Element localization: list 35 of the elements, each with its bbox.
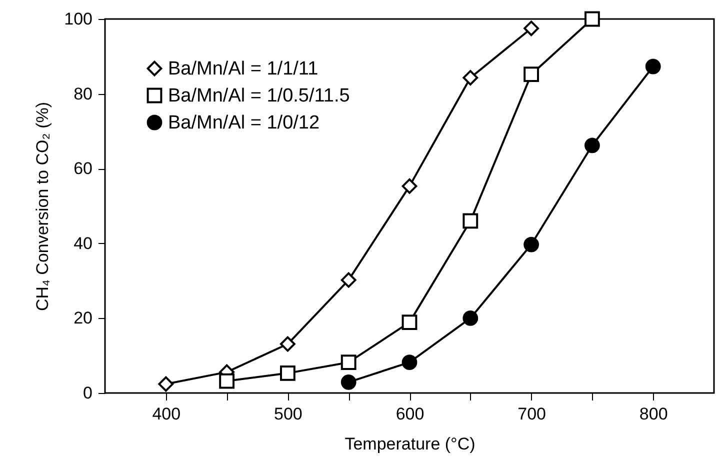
- x-tick-label: 700: [518, 404, 546, 424]
- y-tick-label: 80: [74, 84, 92, 104]
- y-axis-title: CH₄ Conversion to CO₂ (%): [33, 102, 52, 312]
- point: [402, 314, 418, 330]
- point: [158, 376, 174, 392]
- point: [402, 354, 418, 370]
- point: [584, 11, 600, 27]
- point: [462, 310, 478, 326]
- point: [219, 373, 235, 389]
- legend-label: Ba/Mn/Al = 1/0/12: [168, 112, 320, 134]
- point: [280, 336, 296, 352]
- point: [524, 20, 540, 36]
- point: [584, 138, 600, 154]
- point: [340, 374, 356, 390]
- point: [280, 365, 296, 381]
- point: [645, 58, 661, 74]
- point: [462, 213, 478, 229]
- point: [340, 272, 356, 288]
- y-tick-label: 20: [74, 308, 92, 328]
- x-tick-label: 600: [396, 404, 424, 424]
- y-tick-label: 100: [64, 10, 92, 28]
- point: [340, 354, 356, 370]
- legend-label: Ba/Mn/Al = 1/1/11: [168, 58, 318, 80]
- x-tick-label: 500: [274, 404, 302, 424]
- point: [524, 66, 540, 82]
- x-tick-label: 400: [152, 404, 181, 424]
- x-tick-label: 800: [639, 404, 668, 424]
- x-axis-title: Temperature (°C): [344, 434, 476, 454]
- y-tick-label: 60: [74, 159, 92, 178]
- y-tick-label: 40: [74, 234, 92, 253]
- legend-label: Ba/Mn/Al = 1/0.5/11.5: [168, 86, 350, 106]
- point: [402, 178, 418, 194]
- point: [524, 236, 540, 252]
- point: [462, 70, 478, 86]
- y-tick-label: 0: [83, 384, 92, 402]
